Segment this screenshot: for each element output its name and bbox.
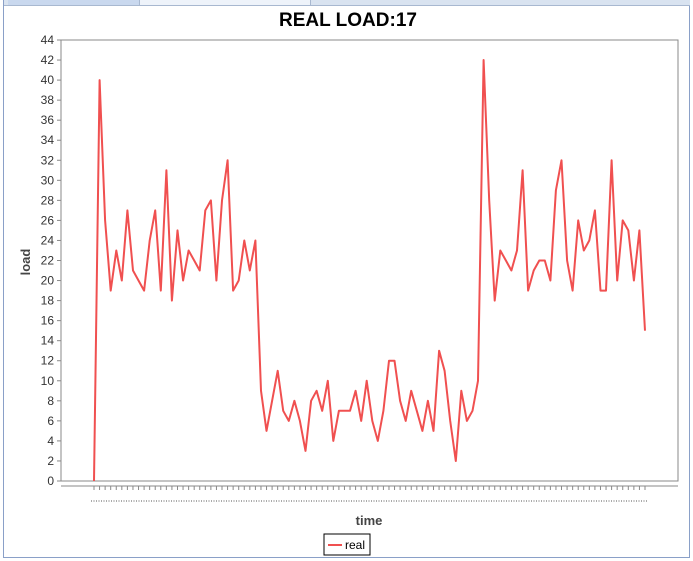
y-tick-label: 28: [41, 193, 55, 207]
y-axis: 0246810121416182022242628303234363840424…: [41, 33, 61, 488]
y-tick-label: 10: [41, 374, 55, 388]
legend-label-real: real: [345, 538, 365, 552]
y-tick-label: 36: [41, 113, 55, 127]
y-tick-label: 8: [47, 394, 54, 408]
y-tick-label: 6: [47, 414, 54, 428]
y-tick-label: 0: [47, 474, 54, 488]
y-tick-label: 4: [47, 434, 54, 448]
plot-area: [60, 39, 679, 482]
y-tick-label: 40: [41, 73, 55, 87]
y-tick-label: 12: [41, 354, 55, 368]
y-tick-label: 18: [41, 294, 55, 308]
x-axis: [61, 485, 678, 502]
y-tick-label: 38: [41, 93, 55, 107]
y-tick-label: 26: [41, 213, 55, 227]
series-layer: [93, 59, 646, 482]
tab-active[interactable]: [8, 0, 140, 5]
y-tick-label: 14: [41, 334, 55, 348]
legend: real: [323, 533, 371, 556]
chart-title: REAL LOAD:17: [279, 10, 417, 31]
y-tick-label: 44: [41, 33, 55, 47]
y-tick-label: 20: [41, 274, 55, 288]
y-tick-label: 22: [41, 254, 55, 268]
tab-inactive[interactable]: [140, 0, 311, 5]
y-tick-label: 16: [41, 314, 55, 328]
y-tick-label: 30: [41, 173, 55, 187]
y-axis-label: load: [18, 249, 33, 276]
y-tick-label: 32: [41, 153, 55, 167]
y-tick-label: 42: [41, 53, 55, 67]
y-tick-label: 2: [47, 454, 54, 468]
series-line-real: [93, 59, 646, 482]
y-tick-label: 34: [41, 133, 55, 147]
tab-strip: [4, 0, 690, 6]
y-tick-label: 24: [41, 233, 55, 247]
x-axis-label: time: [356, 513, 383, 528]
legend-box: [323, 533, 371, 556]
